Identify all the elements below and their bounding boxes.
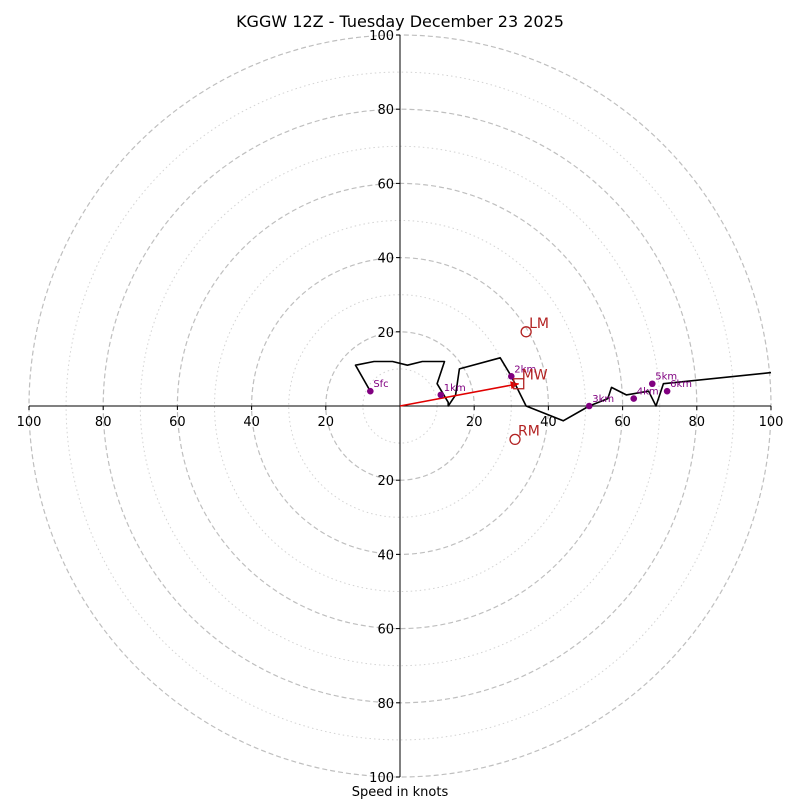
height-marker-2km [508,373,515,380]
storm-motion-mw-marker [513,378,525,390]
height-marker-5km [648,380,656,388]
height-label-5km: 5km [655,372,677,383]
chart-title: KGGW 12Z - Tuesday December 23 2025 [236,12,564,31]
tick-label-down-60: 60 [377,623,394,638]
tick-label-up-60: 60 [377,177,394,192]
tick-label-up-20: 20 [377,326,394,341]
tick-label-left-40: 40 [243,415,260,430]
mean-wind-arrow-head [510,381,519,390]
hodograph-trace [354,356,772,422]
tick-label-right-100: 100 [759,415,784,430]
tick-label-down-20: 20 [377,474,394,489]
tick-label-up-80: 80 [377,103,394,118]
tick-label-up-100: 100 [369,29,394,44]
mean-wind-arrow-shaft [399,383,519,407]
height-label-3km: 3km [592,394,614,405]
hodograph-trace-group [354,356,772,422]
tick-label-left-20: 20 [318,415,335,430]
height-marker-1km [437,391,445,399]
storm-motion-rm-label: RM [518,423,540,439]
height-marker-4km [630,395,638,402]
tick-label-left-80: 80 [95,415,112,430]
tick-label-down-100: 100 [369,771,394,786]
storm-motion-rm-marker [509,433,521,446]
storm-motion-lm-label: LM [529,316,549,332]
tick-label-up-40: 40 [377,252,394,267]
height-label-1km: 1km [444,383,466,394]
tick-label-right-20: 20 [466,415,483,430]
storm-motion-mw-label: MW [522,368,548,384]
height-label-sfc: Sfc [373,379,388,390]
tick-labels: 20 20 20 20 40 40 40 40 60 60 60 60 80 80 80 80 100 100 10… [17,29,784,786]
tick-label-left-100: 100 [17,415,42,430]
height-marker-6km [663,387,671,395]
tick-label-right-60: 60 [614,415,631,430]
height-marker-sfc [367,387,374,395]
mean-wind-group [399,381,519,407]
storm-motion-markers: LM RM MW [509,316,549,446]
height-label-6km: 6km [670,379,692,390]
tick-label-down-40: 40 [377,548,394,563]
tick-label-right-80: 80 [689,415,706,430]
storm-motion-lm-marker [520,326,532,338]
height-marker-3km [585,402,593,410]
x-axis-label: Speed in knots [352,785,449,800]
height-label-4km: 4km [637,387,659,398]
tick-label-down-80: 80 [377,697,394,712]
tick-label-right-40: 40 [540,415,557,430]
tick-label-left-60: 60 [169,415,186,430]
height-label-2km: 2km [514,364,536,375]
